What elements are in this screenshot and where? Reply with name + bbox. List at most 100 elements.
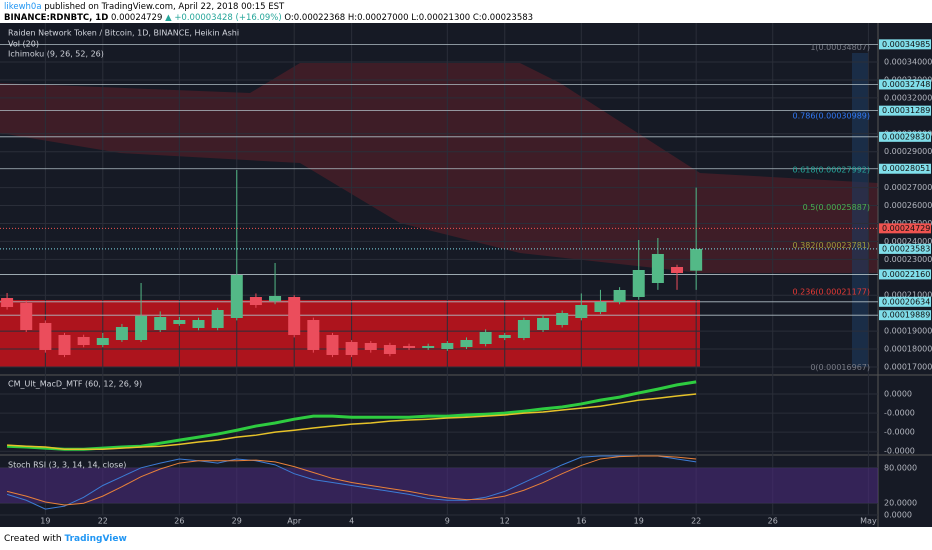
series-line [7,393,697,451]
candle-body [77,337,90,346]
candle-body [135,315,148,340]
x-tick-label: 26 [768,517,778,526]
candle-body [441,342,454,350]
candle-body [632,269,645,297]
price-tag [879,243,931,254]
user[interactable]: likewh0a [4,2,42,12]
candle-body [594,302,607,312]
level-label: 0.00032748 [882,80,930,89]
y-tick-label: -0.0000 [884,409,915,418]
candle-body [173,319,186,324]
candle-body [345,341,358,355]
level-tag [879,131,931,142]
level-label: 0.00022160 [882,270,930,279]
x-tick-label: 19 [634,517,644,526]
series-line [7,380,697,451]
price-label: 0.00023583 [882,244,930,253]
candle-body [307,319,320,350]
y-tick-label: 0.00018000 [884,345,932,354]
price-label: 0.00024729 [882,224,930,233]
candle-body [537,318,550,331]
candle-body [1,298,14,308]
x-tick-label: 26 [174,517,184,526]
y-tick-label: 0.00034000 [884,58,932,67]
x-tick-label: Apr [287,517,302,526]
fib-label: 0(0.00016967) [810,363,870,372]
candle-body [211,310,224,328]
candle-body [249,296,262,305]
candle-body [154,316,167,331]
candle-body [383,345,396,354]
y-tick-label: -0.0000 [884,447,915,456]
last: 0.00024729 [110,13,163,23]
candle-body [556,312,569,326]
y-tick-label: 0.0000 [884,511,912,520]
x-tick-label: 16 [576,517,586,526]
candle-body [690,248,703,271]
candle-body [479,331,492,344]
x-tick-label: 19 [40,517,50,526]
candle-body [671,267,684,273]
fib-label: 1(0.00034807) [810,43,870,52]
y-tick-label: 0.00023000 [884,255,932,264]
y-tick-label: 0.00017000 [884,362,932,371]
pane-title: Stoch RSI (3, 3, 14, 14, close) [8,461,126,470]
band [0,467,878,504]
level-label: 0.00031289 [882,106,930,115]
change: +0.00003428 (+16.09%) [174,13,282,23]
y-tick-label: 0.00032000 [884,93,932,102]
level-tag [879,310,931,321]
fib-label: 0.236(0.00021177) [793,288,871,297]
x-tick-label: 9 [445,517,450,526]
candle-body [403,345,416,348]
y-tick-label: 0.00029000 [884,147,932,156]
candle-body [517,319,530,339]
candle-body [498,334,511,339]
x-tick-label: 4 [349,517,354,526]
candle-body [422,345,435,348]
y-tick-label: 0.00019000 [884,327,932,336]
y-tick-label: 0.0000 [884,390,912,399]
y-tick-label: 80.0000 [884,463,917,472]
candle-body [58,334,71,355]
candle-body [575,304,588,319]
pane-title: Raiden Network Token / Bitcoin, 1D, BINA… [8,29,239,38]
arrow: ▲ [165,13,172,23]
candle-body [96,338,109,346]
series-line [6,455,697,510]
y-tick-label: 0.00026000 [884,201,932,210]
chart: 19 22 26 29 Apr 4 9 12 16 19 22 26 May 0.00017000 0.00… [0,23,932,527]
pane-title: CM_Ult_MacD_MTF (60, 12, 26, 9) [8,380,142,389]
indicator-title: Ichimoku (9, 26, 52, 26) [8,50,104,59]
published: published on TradingView.com, April 22, … [44,2,285,12]
ohlc: O:0.00022368 H:0.00027000 L:0.00021300 C… [284,13,534,23]
ichimoku-cloud [0,63,878,273]
candle-body [460,339,473,347]
quote-line: BINANCE:RDNBTC, 1D 0.00024729 ▲ +0.00003… [4,13,533,23]
brand[interactable]: TradingView [64,534,127,544]
y-tick-label: 20.0000 [884,499,917,508]
level-label: 0.00029830 [882,132,930,141]
level-label: 0.00028051 [882,164,930,173]
candle-body [288,296,301,335]
x-tick-label: May [860,517,877,526]
header-line: likewh0a published on TradingView.com, A… [4,2,284,12]
y-tick-label: 0.00021000 [884,291,932,300]
price-tag [879,223,931,234]
level-tag [879,39,931,50]
fib-label: 0.618(0.00027992) [793,165,871,174]
candle-body [192,319,205,328]
level-label: 0.00020634 [882,297,930,306]
fib-label: 0.382(0.00023781) [793,241,871,250]
candle-body [364,342,377,350]
candle-body [326,334,339,355]
level-label: 0.00019889 [882,311,930,320]
candle-body [230,275,243,319]
footer: Created with TradingView [4,534,127,544]
candle-body [39,322,52,350]
fib-label: 0.5(0.00025887) [803,203,870,212]
y-tick-label: -0.0000 [884,428,915,437]
candle-body [269,295,282,301]
x-tick-label: 12 [500,517,510,526]
x-tick-label: 22 [691,517,701,526]
